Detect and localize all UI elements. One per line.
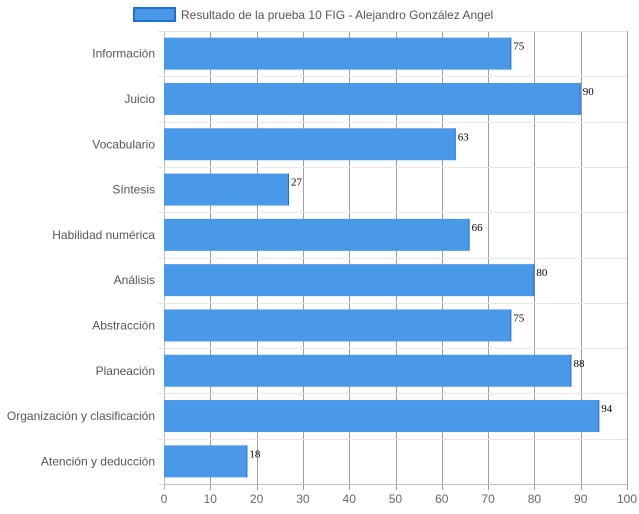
- category-labels: Información Juicio Vocabulario Síntesis Habi…: [7, 47, 155, 469]
- category-label: Atención y deducción: [41, 454, 155, 468]
- bar[interactable]: [164, 173, 290, 206]
- x-tick-label: 80: [528, 492, 542, 506]
- data-label: 88: [573, 358, 585, 370]
- category-label: Juicio: [124, 92, 155, 106]
- data-label: 94: [601, 403, 613, 415]
- bar[interactable]: [164, 354, 572, 387]
- x-tick-label: 10: [204, 492, 218, 506]
- bar[interactable]: [164, 309, 512, 342]
- category-label: Habilidad numérica: [52, 228, 155, 242]
- legend-label: Resultado de la prueba 10 FIG - Alejandr…: [181, 8, 493, 22]
- bar[interactable]: [164, 400, 600, 433]
- bar[interactable]: [164, 128, 456, 161]
- x-tick-label: 30: [296, 492, 310, 506]
- bar[interactable]: [164, 82, 581, 115]
- category-label: Vocabulario: [92, 137, 155, 151]
- x-tick-label: 90: [574, 492, 588, 506]
- category-label: Abstracción: [92, 318, 155, 332]
- data-label: 66: [472, 222, 484, 234]
- bar[interactable]: [164, 218, 470, 251]
- category-label: Organización y clasificación: [7, 409, 155, 423]
- x-tick-label: 20: [250, 492, 264, 506]
- bar[interactable]: [164, 445, 248, 478]
- data-label: 80: [536, 267, 548, 279]
- x-tick-label: 70: [481, 492, 495, 506]
- x-axis-ticks: 0 10 20 30 40 50 60 70 80 90 100: [161, 492, 638, 506]
- bars: [164, 37, 600, 478]
- category-label: Síntesis: [112, 183, 155, 197]
- x-tick-label: 40: [343, 492, 357, 506]
- data-label: 90: [583, 86, 595, 98]
- bar[interactable]: [164, 264, 535, 297]
- data-label: 18: [249, 448, 261, 460]
- x-tick-label: 50: [389, 492, 403, 506]
- bar[interactable]: [164, 37, 512, 70]
- x-tick-label: 100: [617, 492, 637, 506]
- data-label: 75: [513, 312, 525, 324]
- legend[interactable]: Resultado de la prueba 10 FIG - Alejandr…: [133, 7, 493, 22]
- x-tick-label: 60: [435, 492, 449, 506]
- category-label: Planeación: [96, 364, 155, 378]
- data-label: 75: [513, 41, 525, 53]
- data-label: 63: [458, 131, 470, 143]
- data-label: 27: [291, 177, 303, 189]
- x-tick-label: 0: [161, 492, 168, 506]
- legend-swatch: [133, 7, 176, 22]
- value-labels: 75 90 63 27 66 80 75 88 94 18: [249, 41, 612, 461]
- category-label: Información: [92, 47, 155, 61]
- category-label: Análisis: [114, 273, 155, 287]
